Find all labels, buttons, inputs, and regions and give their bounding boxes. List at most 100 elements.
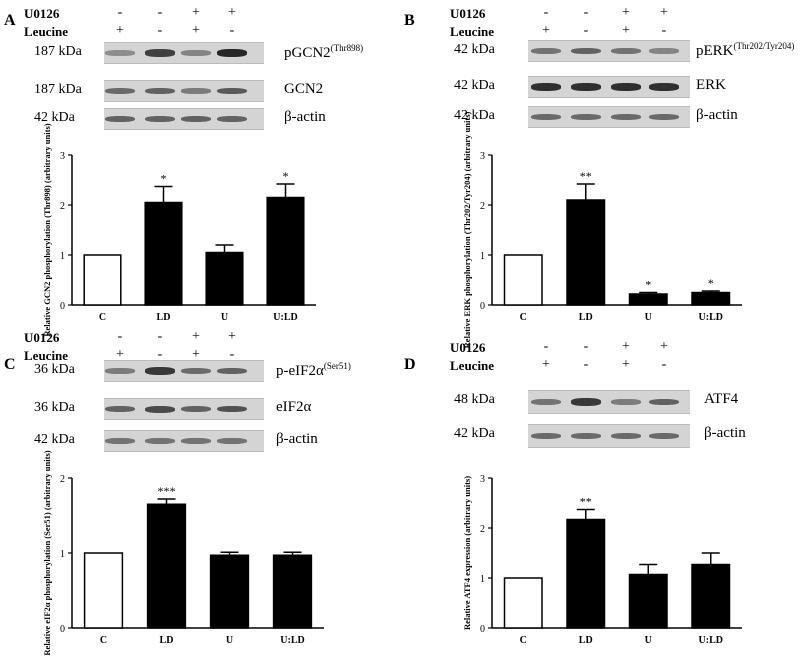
panel-c: C U0126 - - + + Leucine + - + - 36 kDa p-eIF2α(Ser5… (0, 320, 400, 656)
blot-band (181, 115, 211, 123)
blot-band (217, 87, 247, 95)
treatment-sign: - (229, 23, 235, 38)
blot-band (145, 87, 175, 95)
significance-marker: *** (158, 484, 176, 498)
y-tick-label: 0 (480, 301, 485, 312)
molecular-weight-label: 42 kDa (454, 108, 495, 123)
blot-band (181, 367, 211, 375)
bar (266, 196, 305, 306)
bar (503, 577, 543, 629)
x-tick-label: C (520, 635, 527, 646)
blot-band (531, 83, 561, 91)
western-blot-strip (528, 40, 690, 62)
treatment-sign: + (192, 347, 200, 362)
panel-label: C (4, 356, 16, 373)
treatment-sign: - (543, 5, 549, 20)
bar (205, 251, 244, 306)
treatment-sign: + (542, 23, 550, 38)
y-axis-label: Relative eIF2α phosphorylation (Ser51) (… (42, 450, 52, 655)
x-tick-label: U:LD (273, 312, 297, 323)
blot-band (649, 113, 679, 121)
blot-band (217, 438, 247, 444)
blot-band (105, 115, 135, 123)
molecular-weight-label: 36 kDa (34, 400, 75, 415)
blot-band (145, 115, 175, 123)
treatment-sign: + (622, 23, 630, 38)
blot-band (217, 115, 247, 123)
protein-name: ERK (696, 77, 726, 93)
treatment-sign: + (192, 329, 200, 344)
western-blot-strip (528, 390, 690, 414)
blot-band (217, 405, 247, 413)
x-tick-label: C (99, 312, 106, 323)
bar (628, 573, 668, 629)
treatment-label-leucine: Leucine (24, 24, 69, 39)
significance-marker: ** (580, 495, 592, 509)
treatment-sign: + (542, 357, 550, 372)
treatment-sign: - (117, 329, 123, 344)
y-axis-label: Relative ATF4 expression (arbitrary unit… (462, 476, 472, 630)
treatment-sign: - (229, 347, 235, 362)
blot-band (571, 83, 601, 91)
y-tick-label: 0 (480, 624, 485, 635)
western-blot-strip (104, 42, 264, 64)
blot-band (181, 50, 211, 56)
y-tick-label: 2 (480, 524, 485, 535)
treatment-sign: + (660, 339, 668, 354)
western-blot-strip (104, 398, 264, 420)
x-tick-label: LD (160, 635, 174, 646)
treatment-label-leucine: Leucine (24, 348, 69, 363)
blot-band (181, 88, 211, 94)
x-tick-label: U (226, 635, 233, 646)
y-tick-label: 2 (60, 201, 65, 212)
treatment-sign: - (117, 5, 123, 20)
y-axis-label: Relative ERK phosphorylation (Thr202/Tyr… (462, 112, 472, 349)
protein-name: pERK (696, 43, 734, 59)
blot-band (105, 87, 135, 95)
treatment-label-u0126: U0126 (450, 6, 486, 21)
panel-d: D U0126 - - + + Leucine + - + - 48 kDa ATF4 42 kDa β-… (400, 320, 800, 646)
bar (566, 518, 606, 629)
treatment-label-leucine: Leucine (450, 24, 495, 39)
molecular-weight-label: 187 kDa (34, 44, 82, 59)
bar (83, 254, 122, 306)
x-tick-label: LD (579, 635, 593, 646)
y-tick-label: 2 (480, 201, 485, 212)
protein-name: β-actin (276, 431, 318, 447)
western-blot-strip (528, 106, 690, 128)
x-tick-label: U:LD (280, 635, 304, 646)
blot-band (105, 50, 135, 56)
protein-label: p-eIF2α(Ser51) (276, 361, 351, 380)
bar (503, 254, 543, 306)
protein-label: GCN2 (284, 81, 323, 98)
bar (691, 563, 731, 629)
protein-name: β-actin (704, 425, 746, 441)
blot-band (611, 399, 641, 405)
treatment-sign: + (228, 5, 236, 20)
blot-band (531, 48, 561, 54)
protein-site: (Thr898) (330, 43, 364, 53)
treatment-label-u0126: U0126 (450, 340, 486, 355)
treatment-sign: + (622, 357, 630, 372)
significance-marker: * (708, 276, 714, 290)
significance-marker: * (161, 172, 167, 186)
blot-band (145, 438, 175, 444)
blot-band (105, 368, 135, 374)
significance-marker: * (645, 278, 651, 292)
blot-band (611, 48, 641, 54)
protein-label: pGCN2(Thr898) (284, 43, 363, 62)
treatment-sign: - (661, 357, 667, 372)
treatment-sign: + (192, 5, 200, 20)
protein-name: β-actin (696, 107, 738, 123)
x-tick-label: U:LD (699, 635, 723, 646)
treatment-label-u0126: U0126 (24, 330, 60, 345)
blot-band (649, 83, 679, 91)
treatment-sign: + (228, 329, 236, 344)
blot-band (531, 113, 561, 121)
blot-band (611, 83, 641, 91)
molecular-weight-label: 187 kDa (34, 82, 82, 97)
blot-band (571, 113, 601, 121)
bar (628, 293, 668, 306)
western-blot-strip (528, 76, 690, 98)
protein-label: β-actin (276, 431, 318, 448)
